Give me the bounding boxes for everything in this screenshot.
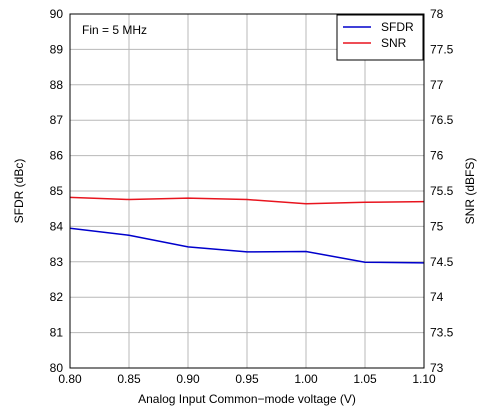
x-tick-label: 0.80: [58, 372, 82, 386]
y-axis-right-label: SNR (dBFS): [463, 158, 477, 225]
y-right-tick-label: 74.5: [430, 255, 454, 269]
legend: SFDR SNR: [336, 14, 424, 61]
series-line-snr: [69, 196, 425, 205]
y-left-tick-label: 80: [50, 361, 64, 375]
y-left-tick-label: 82: [50, 290, 64, 304]
y-right-tick-label: 75: [430, 219, 444, 233]
annotation: Fin = 5 MHz: [82, 23, 147, 37]
y-right-tick-label: 76.5: [430, 113, 454, 127]
y-axis-left-label: SFDR (dBc): [12, 159, 26, 224]
series-lines: [69, 196, 425, 264]
legend-box: [336, 14, 424, 61]
y-right-tick-label: 73.5: [430, 326, 454, 340]
y-right-tick-label: 77.5: [430, 42, 454, 56]
y-left-tick-label: 88: [50, 78, 64, 92]
y-left-tick-label: 90: [50, 7, 64, 21]
y-right-tick-label: 73: [430, 361, 444, 375]
x-tick-label: 1.10: [412, 372, 436, 386]
x-tick-label: 0.85: [117, 372, 141, 386]
y-left-tick-label: 89: [50, 42, 64, 56]
x-tick-label: 1.05: [353, 372, 377, 386]
y-right-tick-label: 77: [430, 78, 444, 92]
y-right-tick-label: 78: [430, 7, 444, 21]
x-tick-label: 0.90: [176, 372, 200, 386]
y-left-tick-label: 86: [50, 149, 64, 163]
y-left-tick-label: 83: [50, 255, 64, 269]
y-left-tick-label: 84: [50, 219, 64, 233]
y-left-tick-label: 81: [50, 326, 64, 340]
x-tick-label: 1.00: [294, 372, 318, 386]
y-right-tick-label: 76: [430, 149, 444, 163]
x-axis-label: Analog Input Common−mode voltage (V): [138, 392, 356, 406]
legend-label-snr: SNR: [381, 36, 407, 50]
y-left-tick-label: 85: [50, 184, 64, 198]
series-line-sfdr: [69, 227, 425, 264]
y-left-tick-label: 87: [50, 113, 64, 127]
x-tick-label: 0.95: [235, 372, 259, 386]
y-right-tick-label: 74: [430, 290, 444, 304]
grid: [70, 14, 424, 368]
legend-label-sfdr: SFDR: [381, 20, 414, 34]
y-right-tick-label: 75.5: [430, 184, 454, 198]
plot-frame: [69, 13, 425, 369]
y-right-axis-ticks: 73 73.5 74 74.5 75 75.5 76 76.5 77 77.5 78: [430, 7, 454, 375]
y-left-axis-ticks: 80 81 82 83 84 85 86 87 88 89 90: [50, 7, 64, 375]
x-axis-ticks: 0.80 0.85 0.90 0.95 1.00 1.05 1.10: [58, 372, 436, 386]
